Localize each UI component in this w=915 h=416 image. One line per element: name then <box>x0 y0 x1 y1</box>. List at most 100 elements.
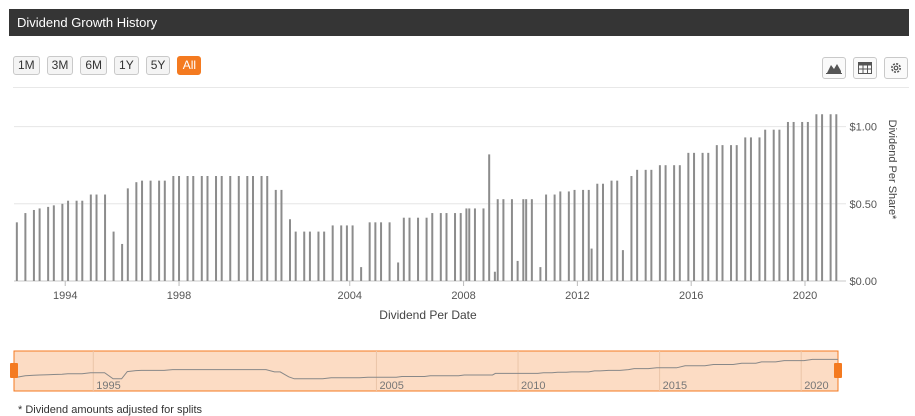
navigator-tick-label: 2010 <box>521 380 545 392</box>
dividend-bar <box>525 199 528 281</box>
dividend-bar <box>764 129 767 281</box>
dividend-bar <box>801 121 804 281</box>
dividend-bar <box>47 206 50 281</box>
dividend-bar <box>89 194 92 281</box>
dividend-bar <box>516 260 519 281</box>
navigator-tick-label: 2020 <box>804 380 828 392</box>
y-tick-label: $0.00 <box>849 276 877 288</box>
dividend-bar <box>15 222 18 281</box>
dividend-bar <box>650 169 653 281</box>
dividend-bar <box>252 176 255 281</box>
dividend-bar <box>482 208 485 281</box>
dividend-bar <box>573 189 576 281</box>
x-tick-label: 2016 <box>679 290 703 302</box>
dividend-bar <box>200 176 203 281</box>
dividend-bar <box>502 199 505 281</box>
dividend-bar <box>582 189 585 281</box>
dividend-bar <box>266 176 269 281</box>
dividend-bar <box>829 114 832 281</box>
dividend-bar <box>303 231 306 281</box>
dividend-bar <box>246 176 249 281</box>
dividend-bar <box>735 145 738 281</box>
gear-icon <box>891 63 901 73</box>
dividend-bar <box>141 180 144 281</box>
dividend-bar <box>215 176 218 281</box>
dividend-bar <box>758 137 761 281</box>
dividend-bar <box>610 180 613 281</box>
dividend-bar <box>587 189 590 281</box>
dividend-bar <box>522 199 525 281</box>
dividend-bar <box>121 243 124 281</box>
dividend-bar <box>630 176 633 281</box>
dividend-bar <box>621 250 624 281</box>
dividend-bar <box>52 205 55 281</box>
dividend-bar <box>815 114 818 281</box>
dividend-bar <box>260 176 263 281</box>
dividend-bar <box>280 189 283 281</box>
x-tick-label: 1998 <box>167 290 191 302</box>
dividend-bar <box>596 183 599 281</box>
dividend-bar <box>459 213 462 281</box>
dividend-bar <box>360 267 363 281</box>
y-tick-label: $0.50 <box>849 199 877 211</box>
range-6m-button[interactable]: 6M <box>80 56 108 75</box>
dividend-bar <box>806 121 809 281</box>
dividend-bar <box>380 222 383 281</box>
dividend-bar <box>510 199 513 281</box>
dividend-bar <box>368 222 371 281</box>
dividend-bar <box>545 194 548 281</box>
dividend-bar <box>693 152 696 281</box>
chart-title: Dividend Growth History <box>17 15 158 30</box>
dividend-bar <box>567 191 570 281</box>
dividend-bar <box>465 208 468 281</box>
dividend-bar <box>274 189 277 281</box>
range-3m-button[interactable]: 3M <box>46 56 74 75</box>
toolbar-separator <box>13 87 909 88</box>
chart-type-button[interactable] <box>822 57 846 79</box>
dividend-bar <box>715 145 718 281</box>
area-chart-icon <box>826 64 842 74</box>
dividend-bar <box>81 200 84 281</box>
range-all-button[interactable]: All <box>177 56 202 75</box>
y-tick-label: $1.00 <box>849 122 877 134</box>
x-tick-label: 2012 <box>565 290 589 302</box>
dividend-bar <box>721 145 724 281</box>
dividend-bar <box>126 188 129 281</box>
range-1y-button[interactable]: 1Y <box>114 56 139 75</box>
dividend-bar <box>163 180 166 281</box>
dividend-bar <box>206 176 209 281</box>
dividend-bar <box>792 121 795 281</box>
navigator-tick-label: 1995 <box>96 380 120 392</box>
settings-button[interactable] <box>884 57 908 79</box>
dividend-bar <box>530 199 533 281</box>
footnote: * Dividend amounts adjusted for splits <box>18 404 203 416</box>
dividend-bar <box>601 183 604 281</box>
dividend-bar <box>493 271 496 281</box>
dividend-bar <box>229 176 232 281</box>
dividend-bar <box>112 231 115 281</box>
dividend-bar <box>317 231 320 281</box>
dividend-bar <box>431 213 434 281</box>
dividend-bar <box>135 182 138 281</box>
navigator-series-line <box>16 358 838 380</box>
navigator-left-handle[interactable] <box>10 363 18 378</box>
chart-toolbar <box>822 57 908 79</box>
navigator-selection[interactable] <box>13 350 839 392</box>
dividend-bar <box>388 222 391 281</box>
navigator-right-handle[interactable] <box>834 363 842 378</box>
dividend-bar <box>192 176 195 281</box>
dividend-bar <box>778 129 781 281</box>
dividend-bar <box>468 208 471 281</box>
dividend-bar <box>351 225 354 281</box>
dividend-bar <box>473 208 476 281</box>
dividend-bar <box>158 180 161 281</box>
dividend-bar <box>707 152 710 281</box>
dividend-bar <box>687 152 690 281</box>
chart-title-bar: Dividend Growth History <box>9 9 909 36</box>
range-5y-button[interactable]: 5Y <box>145 56 171 75</box>
table-view-button[interactable] <box>853 57 877 79</box>
dividend-bar <box>821 114 824 281</box>
dividend-bar <box>24 213 27 281</box>
range-1m-button[interactable]: 1M <box>13 56 40 75</box>
range-navigator[interactable]: 1995 2005 2010 2015 2020 <box>0 346 915 396</box>
